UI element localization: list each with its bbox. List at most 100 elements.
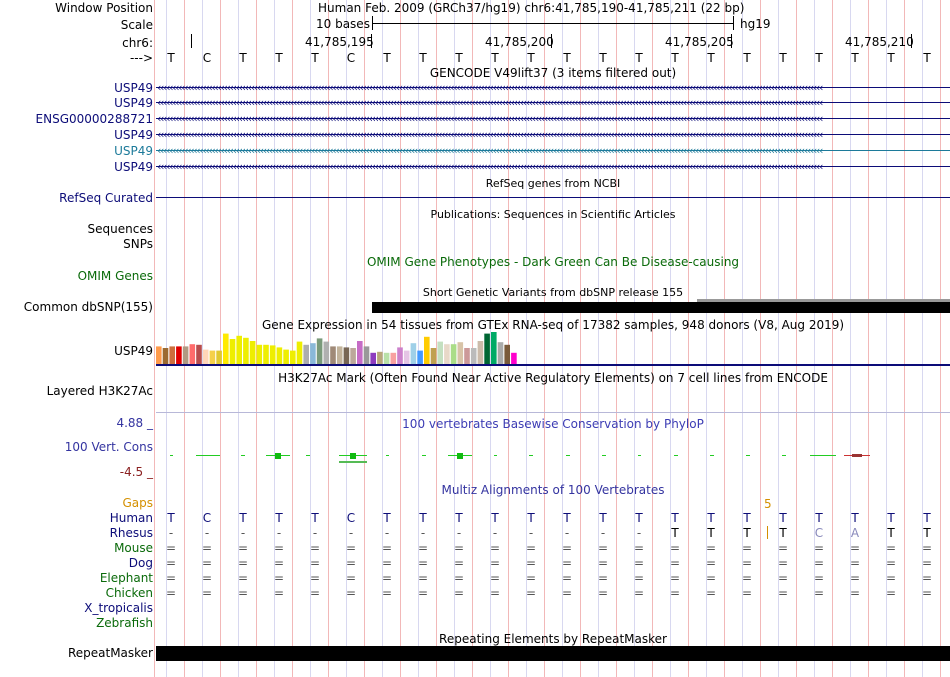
h3k27ac-label[interactable]: Layered H3K27Ac: [46, 384, 153, 398]
guide-line: [382, 0, 383, 677]
phylop-track[interactable]: [156, 450, 950, 470]
gtex-tissue-bar[interactable]: [403, 350, 410, 364]
phylop-label[interactable]: 100 Vert. Cons: [64, 440, 153, 454]
multiz-title[interactable]: Multiz Alignments of 100 Vertebrates: [441, 483, 665, 497]
gencode-item-label[interactable]: USP49: [114, 144, 153, 158]
gtex-tissue-bar[interactable]: [162, 348, 169, 364]
gtex-tissue-bar[interactable]: [343, 347, 350, 364]
refseq-label[interactable]: RefSeq Curated: [59, 191, 153, 205]
phylop-title[interactable]: 100 vertebrates Basewise Conservation by…: [402, 417, 704, 431]
transcript-line[interactable]: [156, 118, 950, 119]
gtex-tissue-bar[interactable]: [470, 348, 477, 364]
gtex-tissue-bar[interactable]: [464, 348, 470, 364]
species-label-elephant[interactable]: Elephant: [99, 571, 153, 585]
gtex-tissue-bar[interactable]: [202, 349, 209, 364]
gtex-tissue-bar[interactable]: [511, 352, 517, 364]
gencode-item-label[interactable]: USP49: [114, 128, 153, 142]
gtex-tissue-bar[interactable]: [377, 351, 383, 364]
species-label-rhesus[interactable]: Rhesus: [109, 526, 153, 540]
gtex-tissue-bar[interactable]: [169, 346, 175, 364]
gtex-tissue-bar[interactable]: [390, 352, 397, 364]
gtex-tissue-bar[interactable]: [477, 341, 484, 364]
repeatmasker-bar[interactable]: [156, 646, 950, 661]
dbsnp-variant-bar[interactable]: [372, 302, 950, 313]
species-label-mouse[interactable]: Mouse: [114, 541, 153, 555]
gtex-tissue-bar[interactable]: [430, 348, 437, 364]
dbsnp-title[interactable]: Short Genetic Variants from dbSNP releas…: [422, 286, 684, 299]
gtex-tissue-bar[interactable]: [336, 346, 343, 364]
gtex-tissue-bar[interactable]: [350, 348, 356, 364]
gtex-tissue-bar[interactable]: [296, 341, 303, 364]
gtex-tissue-bar[interactable]: [283, 349, 289, 364]
gtex-tissue-bar[interactable]: [497, 342, 504, 364]
refseq-title[interactable]: RefSeq genes from NCBI: [485, 177, 621, 190]
transcript-line[interactable]: [156, 166, 950, 167]
gtex-tissue-bar[interactable]: [236, 335, 242, 364]
repeatmasker-title[interactable]: Repeating Elements by RepeatMasker: [439, 632, 667, 646]
gtex-title[interactable]: Gene Expression in 54 tissues from GTEx …: [261, 318, 845, 332]
gtex-label[interactable]: USP49: [114, 344, 153, 358]
gtex-tissue-bar[interactable]: [209, 350, 216, 364]
species-label-human[interactable]: Human: [109, 511, 153, 525]
gencode-item-label[interactable]: USP49: [114, 81, 153, 95]
gtex-tissue-bar[interactable]: [216, 350, 222, 364]
gtex-tissue-bar[interactable]: [417, 350, 423, 364]
gtex-tissue-bar[interactable]: [484, 333, 490, 364]
gtex-tissue-bar[interactable]: [383, 352, 390, 364]
dbsnp-label[interactable]: Common dbSNP(155): [23, 300, 153, 314]
species-label-x-tropicalis[interactable]: X_tropicalis: [84, 601, 153, 615]
gtex-tissue-bar[interactable]: [189, 344, 196, 364]
gtex-tissue-bar[interactable]: [229, 339, 236, 364]
snps-label[interactable]: SNPs: [123, 237, 153, 251]
gtex-tissue-bar[interactable]: [410, 343, 417, 364]
gencode-item-label[interactable]: USP49: [114, 160, 153, 174]
species-label-chicken[interactable]: Chicken: [105, 586, 153, 600]
gtex-tissue-bar[interactable]: [424, 336, 430, 364]
gtex-tissue-bar[interactable]: [316, 338, 323, 364]
h3k27ac-title[interactable]: H3K27Ac Mark (Often Found Near Active Re…: [278, 371, 828, 385]
gtex-tissue-bar[interactable]: [269, 345, 276, 364]
gtex-tissue-bar[interactable]: [370, 352, 376, 364]
gtex-tissue-bar[interactable]: [276, 347, 283, 364]
gtex-tissue-bar[interactable]: [263, 344, 269, 364]
gtex-tissue-bar[interactable]: [196, 344, 202, 364]
gtex-chart[interactable]: [156, 330, 950, 364]
gencode-item-label[interactable]: ENSG00000288721: [35, 112, 153, 126]
gtex-tissue-bar[interactable]: [357, 341, 363, 364]
species-label-dog[interactable]: Dog: [128, 556, 153, 570]
gtex-tissue-bar[interactable]: [303, 344, 309, 364]
gtex-tissue-bar[interactable]: [397, 347, 403, 364]
rhesus-base: -: [636, 526, 642, 540]
gtex-tissue-bar[interactable]: [323, 341, 330, 364]
gtex-tissue-bar[interactable]: [223, 333, 229, 364]
omim-label[interactable]: OMIM Genes: [77, 269, 153, 283]
repeatmasker-label[interactable]: RepeatMasker: [67, 646, 153, 660]
gtex-tissue-bar[interactable]: [290, 350, 296, 364]
gtex-tissue-bar[interactable]: [243, 337, 249, 364]
transcript-line[interactable]: [156, 87, 950, 88]
gtex-tissue-bar[interactable]: [457, 342, 464, 364]
gtex-tissue-bar[interactable]: [310, 343, 316, 364]
gtex-tissue-bar[interactable]: [491, 332, 497, 364]
gtex-tissue-bar[interactable]: [249, 341, 256, 364]
transcript-line[interactable]: [156, 134, 950, 135]
gtex-tissue-bar[interactable]: [156, 346, 162, 364]
gtex-tissue-bar[interactable]: [444, 344, 450, 364]
gtex-tissue-bar[interactable]: [330, 346, 336, 364]
gtex-tissue-bar[interactable]: [182, 346, 189, 364]
gtex-tissue-bar[interactable]: [363, 346, 370, 364]
gtex-tissue-bar[interactable]: [437, 341, 443, 364]
gtex-tissue-bar[interactable]: [504, 344, 510, 364]
gencode-item-label[interactable]: USP49: [114, 96, 153, 110]
sequences-label[interactable]: Sequences: [87, 222, 153, 236]
gtex-tissue-bar[interactable]: [256, 344, 263, 364]
dbsnp-variant-bar-grey[interactable]: [697, 299, 950, 302]
species-label-zebrafish[interactable]: Zebrafish: [96, 616, 153, 630]
publications-title[interactable]: Publications: Sequences in Scientific Ar…: [430, 208, 676, 221]
transcript-line[interactable]: [156, 150, 950, 151]
gtex-tissue-bar[interactable]: [176, 346, 182, 364]
transcript-line[interactable]: [156, 102, 950, 103]
gtex-tissue-bar[interactable]: [450, 344, 457, 364]
omim-title[interactable]: OMIM Gene Phenotypes - Dark Green Can Be…: [366, 255, 740, 269]
gencode-title[interactable]: GENCODE V49lift37 (3 items filtered out): [429, 66, 677, 80]
